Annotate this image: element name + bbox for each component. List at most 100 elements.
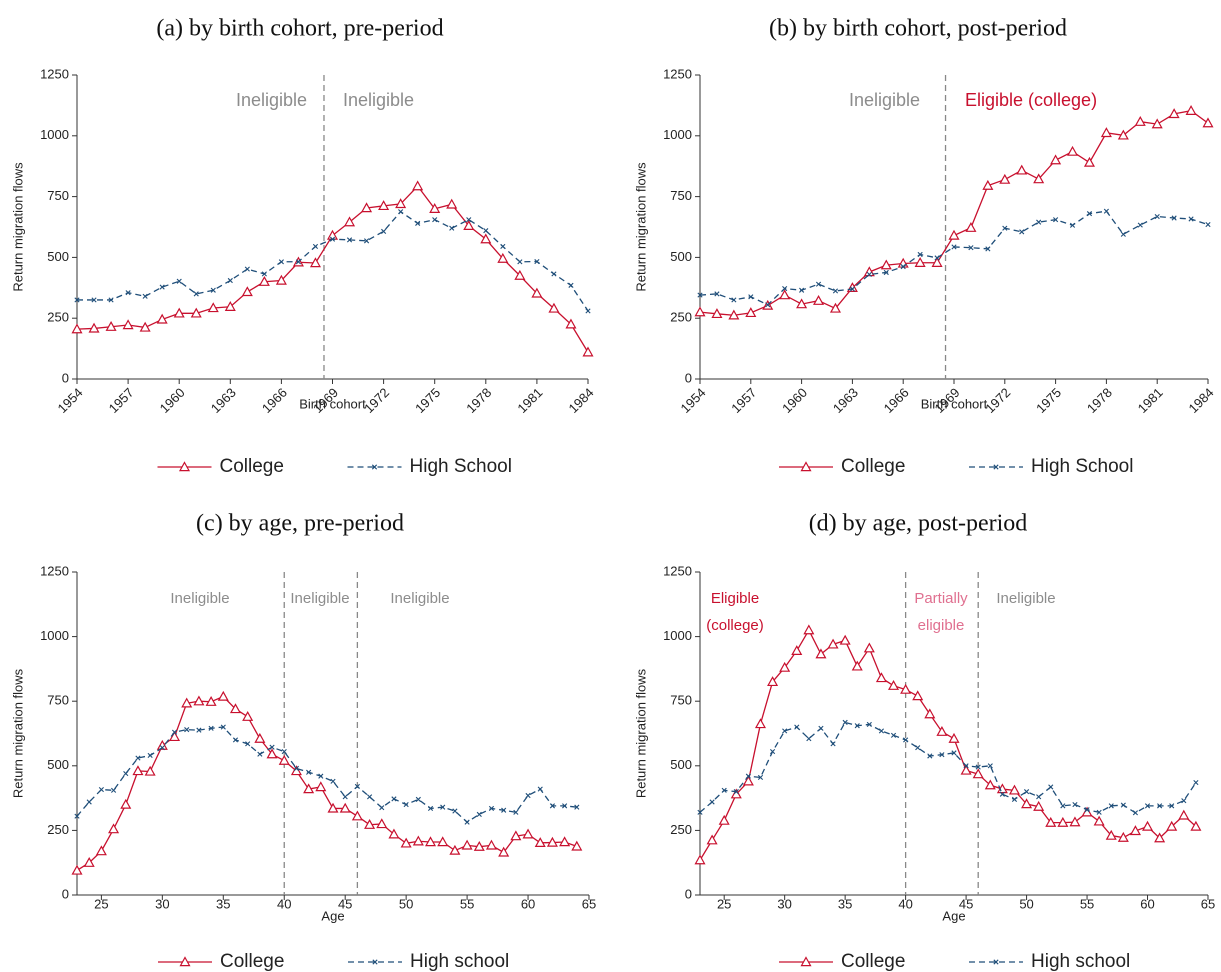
data-point (1033, 800, 1045, 811)
data-point (376, 818, 388, 829)
data-point (1142, 820, 1154, 831)
data-point (951, 750, 957, 756)
data-point (565, 318, 577, 329)
y-tick-label: 1000 (663, 127, 692, 142)
data-point (903, 737, 909, 743)
data-point (500, 243, 506, 250)
data-point (917, 251, 923, 258)
legend-label: College (220, 456, 284, 477)
data-point (105, 320, 117, 331)
data-point (498, 846, 510, 857)
data-point (364, 818, 376, 829)
data-point (71, 864, 83, 875)
data-point (71, 323, 83, 334)
data-point (1134, 115, 1146, 126)
x-tick-label: 40 (277, 896, 291, 911)
data-point (694, 306, 706, 317)
data-point (181, 697, 193, 708)
data-point (866, 271, 872, 278)
data-point (210, 287, 216, 293)
data-point (366, 794, 373, 800)
x-tick-label: 1966 (259, 385, 290, 416)
data-point (1108, 803, 1114, 809)
data-point (1157, 803, 1163, 809)
data-point (791, 645, 803, 656)
data-point (391, 796, 397, 802)
data-point (415, 220, 421, 226)
data-point (351, 810, 363, 821)
data-point (147, 752, 153, 759)
data-point (562, 803, 568, 809)
data-point (488, 805, 495, 812)
panel-title: (a) by birth cohort, pre-period (156, 16, 443, 42)
data-point (709, 799, 715, 805)
data-point (261, 271, 267, 277)
data-point (412, 180, 424, 191)
legend-label: High school (1031, 951, 1130, 972)
legend-label: College (220, 951, 284, 972)
y-tick-label: 250 (47, 822, 69, 837)
data-point (437, 836, 449, 847)
series-line (77, 210, 589, 312)
y-tick-label: 250 (670, 822, 692, 837)
data-point (1185, 105, 1197, 115)
data-point (1069, 816, 1081, 827)
data-point (1154, 213, 1160, 220)
data-point (440, 804, 446, 810)
data-point (363, 238, 370, 244)
data-point (245, 741, 251, 747)
data-point (815, 648, 827, 659)
data-point (975, 764, 981, 770)
data-point (742, 775, 754, 786)
panel-title: (c) by age, pre-period (196, 511, 404, 537)
legend-marker (178, 461, 191, 472)
data-point (275, 274, 287, 285)
legend-label: College (841, 951, 905, 972)
data-point (379, 805, 385, 811)
annotation: eligible (918, 617, 965, 634)
data-point (476, 811, 482, 817)
x-tick-label: 55 (1080, 896, 1094, 911)
data-point (303, 783, 315, 794)
y-tick-label: 1000 (40, 628, 69, 643)
data-point (144, 765, 156, 776)
data-point (220, 724, 226, 730)
x-tick-label: 1963 (208, 385, 239, 416)
y-axis-label: Return migration flows (10, 162, 25, 292)
x-tick-label: 65 (1201, 896, 1215, 911)
x-axis-label: Birth cohort (921, 396, 988, 411)
data-point (1002, 225, 1008, 231)
data-point (466, 217, 472, 223)
data-point (525, 792, 531, 799)
data-point (1033, 173, 1045, 184)
y-tick-label: 1250 (663, 563, 692, 578)
data-point (803, 624, 815, 635)
data-point (400, 837, 412, 848)
data-point (207, 302, 219, 313)
data-point (875, 672, 887, 683)
data-point (244, 266, 250, 272)
data-point (728, 309, 740, 320)
data-point (863, 266, 875, 277)
data-point (534, 837, 546, 848)
data-point (412, 835, 424, 846)
x-tick-label: 45 (338, 896, 352, 911)
data-point (582, 346, 594, 357)
data-point (968, 245, 974, 251)
data-point (939, 752, 945, 758)
data-point (159, 284, 165, 290)
data-point (1036, 794, 1042, 800)
data-point (779, 289, 791, 300)
data-point (241, 286, 253, 297)
x-tick-label: 35 (216, 896, 230, 911)
data-point (339, 802, 351, 813)
data-point (329, 236, 336, 242)
x-axis-label: Age (942, 908, 965, 923)
data-point (318, 773, 324, 779)
data-point (711, 308, 723, 319)
data-point (832, 288, 839, 294)
data-point (229, 703, 241, 714)
x-tick-label: 1966 (881, 385, 912, 416)
data-point (782, 728, 788, 734)
data-point (1057, 816, 1069, 827)
